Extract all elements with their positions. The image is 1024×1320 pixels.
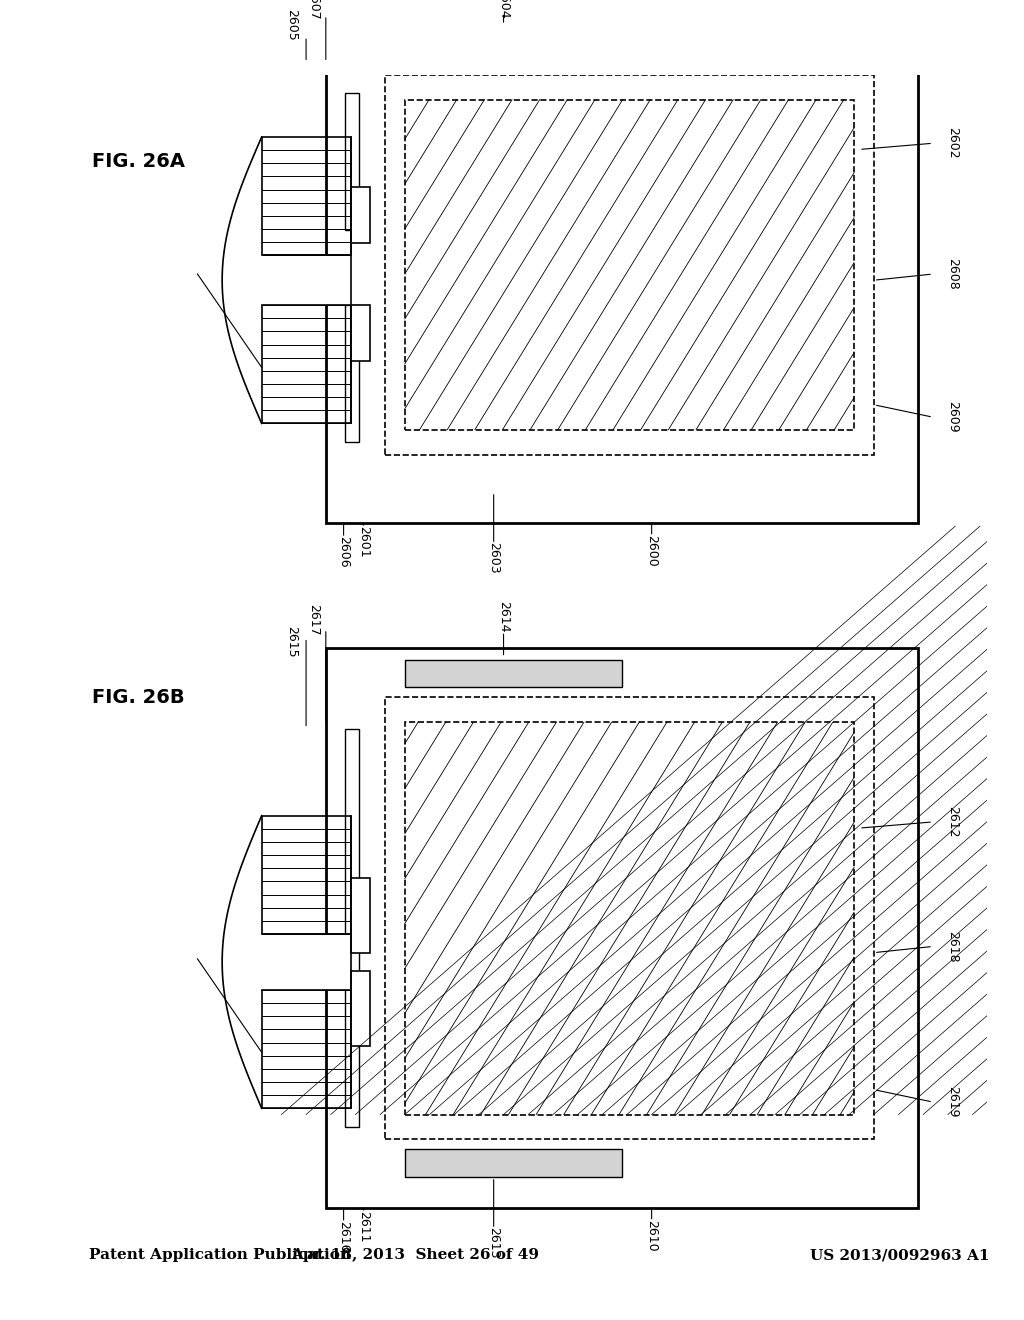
Text: 2606: 2606 <box>337 536 350 568</box>
Bar <box>404 100 854 429</box>
Bar <box>262 990 350 1109</box>
Bar <box>404 660 622 688</box>
Bar <box>385 75 873 454</box>
Text: 2619: 2619 <box>946 1086 959 1118</box>
Bar <box>404 722 854 1114</box>
Bar <box>262 816 350 935</box>
Bar <box>326 25 919 523</box>
Bar <box>404 722 854 1114</box>
Bar <box>350 305 371 362</box>
Bar <box>350 878 371 953</box>
Text: 2616: 2616 <box>337 1221 350 1253</box>
Text: 2603: 2603 <box>487 543 500 574</box>
Text: 2608: 2608 <box>946 259 959 290</box>
Text: 2609: 2609 <box>946 401 959 433</box>
Text: 2600: 2600 <box>645 535 658 566</box>
Bar <box>326 648 919 1208</box>
Text: 2618: 2618 <box>946 931 959 962</box>
Bar <box>345 94 359 231</box>
Text: 2612: 2612 <box>946 807 959 838</box>
Bar <box>345 729 359 1127</box>
Text: 2611: 2611 <box>356 1210 370 1242</box>
Bar <box>350 972 371 1045</box>
Text: 2615: 2615 <box>285 626 298 657</box>
Text: 2617: 2617 <box>307 605 321 636</box>
Text: FIG. 26A: FIG. 26A <box>92 152 184 172</box>
Bar <box>404 100 854 429</box>
Bar <box>252 255 350 305</box>
Text: FIG. 26B: FIG. 26B <box>92 688 184 708</box>
Bar <box>404 1150 622 1177</box>
Text: 2605: 2605 <box>285 9 298 41</box>
Text: 2607: 2607 <box>307 0 321 20</box>
Bar <box>262 305 350 424</box>
Text: 2614: 2614 <box>497 601 510 632</box>
Text: 2602: 2602 <box>946 128 959 160</box>
Bar <box>345 305 359 442</box>
Text: Patent Application Publication: Patent Application Publication <box>89 1249 351 1262</box>
Text: 2601: 2601 <box>356 525 370 557</box>
Bar <box>350 187 371 243</box>
Text: 2604: 2604 <box>497 0 510 18</box>
Text: US 2013/0092963 A1: US 2013/0092963 A1 <box>810 1249 989 1262</box>
Bar <box>252 935 350 990</box>
Bar <box>385 697 873 1139</box>
Text: 2610: 2610 <box>645 1220 658 1251</box>
Text: 2613: 2613 <box>487 1228 500 1258</box>
Bar <box>262 137 350 255</box>
Text: Apr. 18, 2013  Sheet 26 of 49: Apr. 18, 2013 Sheet 26 of 49 <box>291 1249 539 1262</box>
